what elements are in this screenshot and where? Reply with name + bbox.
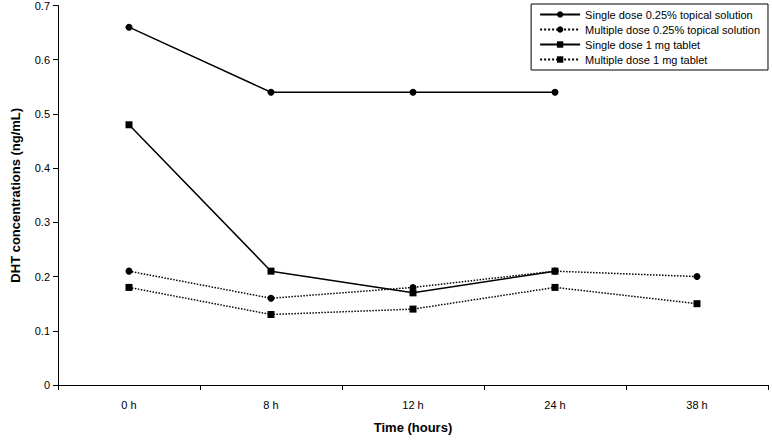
- svg-text:0.6: 0.6: [35, 54, 50, 66]
- svg-text:Multiple dose 1 mg tablet: Multiple dose 1 mg tablet: [585, 54, 707, 66]
- svg-text:8 h: 8 h: [263, 399, 278, 411]
- svg-text:24 h: 24 h: [544, 399, 565, 411]
- svg-text:Multiple dose 0.25% topical so: Multiple dose 0.25% topical solution: [585, 24, 760, 36]
- svg-text:Single dose 0.25% topical solu: Single dose 0.25% topical solution: [585, 9, 753, 21]
- svg-text:12 h: 12 h: [402, 399, 423, 411]
- svg-text:38 h: 38 h: [686, 399, 707, 411]
- svg-text:0.1: 0.1: [35, 325, 50, 337]
- svg-text:Single dose 1 mg tablet: Single dose 1 mg tablet: [585, 39, 700, 51]
- svg-text:0.4: 0.4: [35, 162, 50, 174]
- svg-text:DHT concentrations (ng/mL): DHT concentrations (ng/mL): [8, 108, 23, 283]
- svg-text:0.2: 0.2: [35, 271, 50, 283]
- svg-text:Time (hours): Time (hours): [374, 420, 453, 435]
- svg-text:0 h: 0 h: [121, 399, 136, 411]
- svg-text:0: 0: [44, 379, 50, 391]
- svg-text:0.3: 0.3: [35, 216, 50, 228]
- svg-text:0.5: 0.5: [35, 108, 50, 120]
- svg-text:0.7: 0.7: [35, 0, 50, 12]
